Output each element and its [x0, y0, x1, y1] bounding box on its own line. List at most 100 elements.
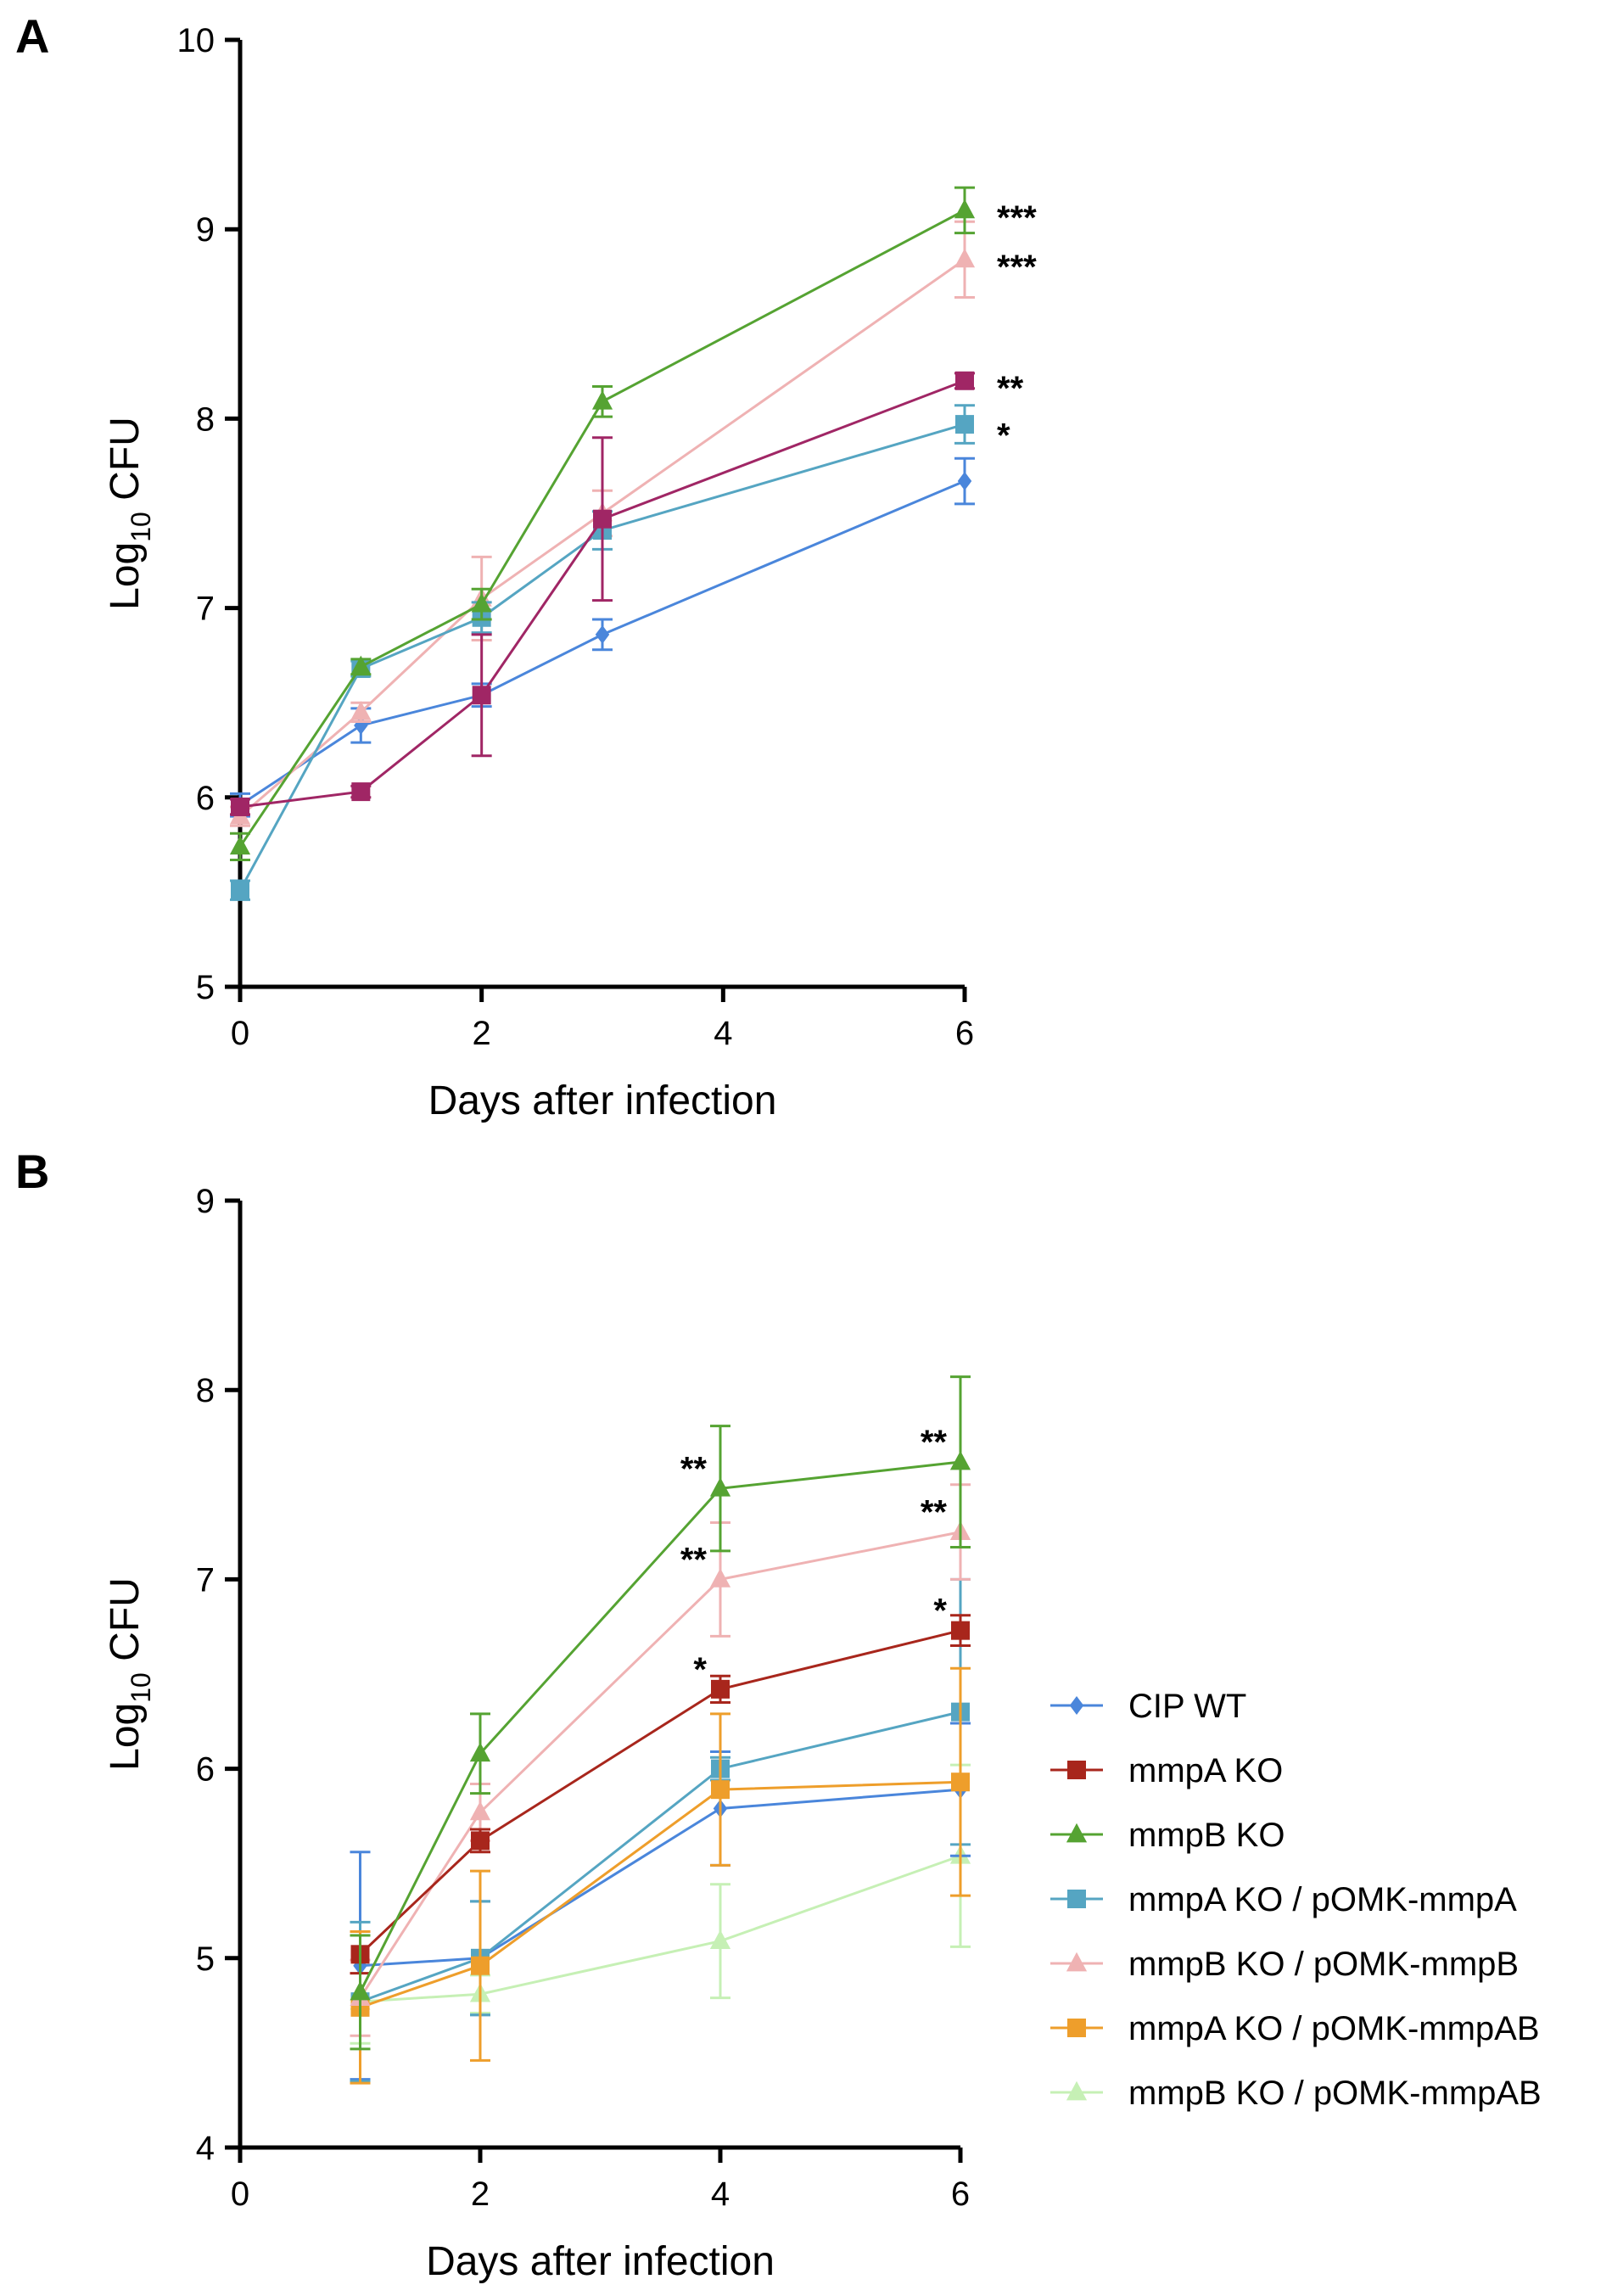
- legend-entry: mmpB KO: [1050, 1817, 1285, 1854]
- series-line: [359, 1531, 961, 1999]
- panel-b: B 4 5 6 7 8 9 0 2 4 6 Days after infection Log10 CF…: [15, 1145, 1542, 2284]
- y-axis-title-main: Log: [103, 542, 148, 610]
- data-point: [591, 390, 613, 410]
- significance-star: **: [680, 1541, 708, 1578]
- y-axis-title-tail: CFU: [103, 417, 148, 512]
- x-tick-label: 2: [471, 2176, 490, 2213]
- y-tick-label: 7: [196, 1561, 215, 1599]
- series-mmpb-ko-pomk-mmpab: [350, 1763, 971, 2045]
- series-line: [359, 1629, 961, 1956]
- legend-entry: mmpA KO / pOMK-mmpAB: [1050, 2010, 1540, 2047]
- y-tick-label: 9: [196, 211, 215, 249]
- data-point: [954, 248, 976, 268]
- legend-label: mmpB KO: [1128, 1817, 1285, 1854]
- y-axis-title: Log10 CFU: [103, 417, 156, 610]
- legend-swatch-marker: [1066, 1823, 1088, 1843]
- data-point: [711, 1780, 730, 1800]
- data-point: [471, 592, 492, 613]
- y-tick-label: 6: [196, 780, 215, 817]
- y-axis-title-tail: CFU: [103, 1577, 148, 1672]
- significance-star: **: [921, 1424, 948, 1461]
- data-point: [593, 509, 612, 529]
- legend-label: mmpA KO: [1128, 1752, 1283, 1789]
- series-mmpb-ko: [229, 186, 976, 861]
- x-axis-title: Days after infection: [428, 1078, 777, 1123]
- significance-star: **: [921, 1494, 948, 1532]
- x-tick-label: 0: [231, 2176, 249, 2213]
- legend-label: CIP WT: [1128, 1688, 1246, 1725]
- x-tick-label: 4: [711, 2176, 730, 2213]
- panel-letter-b: B: [15, 1145, 49, 1198]
- y-tick-label: 9: [196, 1183, 215, 1220]
- data-point: [709, 1568, 731, 1588]
- series-mmpa-ko-pomk-mmpa: [350, 1577, 971, 2083]
- x-tick-label: 0: [231, 1015, 249, 1052]
- y-tick-label: 4: [196, 2130, 215, 2167]
- series-line: [360, 1788, 961, 1968]
- series-line: [359, 1711, 961, 2003]
- y-tick-label: 7: [196, 591, 215, 628]
- data-point: [350, 1980, 371, 2001]
- data-point: [955, 415, 974, 434]
- data-point: [471, 1956, 490, 1975]
- y-tick-label: 6: [196, 1751, 215, 1789]
- y-axis-title-subscript: 10: [126, 512, 156, 542]
- legend-label: mmpB KO / pOMK-mmpAB: [1128, 2075, 1542, 2112]
- significance-star: *: [933, 1593, 947, 1630]
- data-point: [709, 1929, 731, 1950]
- x-axis-title: Days after infection: [426, 2239, 775, 2284]
- data-point: [469, 1742, 491, 1762]
- y-tick-label: 8: [196, 1372, 215, 1409]
- legend: CIP WT mmpA KO mmpB KO mmpA KO / pOMK-mmpA m…: [1050, 1688, 1542, 2112]
- panel-letter-a: A: [15, 9, 49, 63]
- data-point: [229, 835, 251, 855]
- legend-label: mmpA KO / pOMK-mmpAB: [1128, 2010, 1540, 2047]
- x-tick-label: 2: [473, 1015, 491, 1052]
- data-point: [469, 1800, 491, 1821]
- series-line: [359, 1460, 961, 1993]
- series-line: [360, 1780, 961, 2009]
- y-tick-label: 5: [196, 969, 215, 1006]
- legend-entry: mmpA KO / pOMK-mmpA: [1050, 1881, 1517, 1918]
- y-tick-label: 10: [177, 22, 215, 59]
- legend-swatch-marker: [1066, 1952, 1088, 1972]
- legend-swatch-marker: [1067, 2019, 1086, 2037]
- data-point: [471, 1831, 490, 1851]
- series-mmpa-ko: [350, 1614, 971, 1975]
- legend-swatch-marker: [1067, 1761, 1086, 1779]
- data-point: [954, 199, 976, 219]
- data-point: [951, 1772, 970, 1792]
- series-mmpa-ko: [230, 371, 975, 816]
- y-tick-label: 8: [196, 400, 215, 438]
- significance-star: *: [997, 417, 1010, 455]
- data-point: [350, 655, 372, 675]
- y-axis-title-main: Log: [103, 1703, 148, 1771]
- data-point: [949, 1450, 971, 1470]
- data-point: [955, 371, 974, 390]
- series-line: [360, 1854, 961, 2003]
- legend-entry: CIP WT: [1050, 1688, 1246, 1725]
- y-tick-label: 5: [196, 1940, 215, 1978]
- data-point: [472, 686, 491, 705]
- significance-star: ***: [997, 249, 1037, 286]
- data-point: [709, 1477, 731, 1497]
- data-point: [231, 797, 249, 816]
- significance-star: *: [693, 1651, 707, 1688]
- x-tick-label: 6: [951, 2176, 970, 2213]
- data-point: [351, 782, 371, 802]
- legend-entry: mmpA KO: [1050, 1752, 1283, 1789]
- data-point: [951, 1621, 970, 1640]
- legend-label: mmpB KO / pOMK-mmpB: [1128, 1946, 1519, 1983]
- data-point: [711, 1679, 730, 1699]
- legend-entry: mmpB KO / pOMK-mmpB: [1050, 1946, 1519, 1983]
- x-tick-label: 4: [714, 1015, 732, 1052]
- series-mmpb-ko: [350, 1375, 971, 2051]
- legend-entry: mmpB KO / pOMK-mmpAB: [1050, 2075, 1542, 2112]
- y-axis-title-subscript: 10: [126, 1672, 156, 1703]
- series-cip-wt: [350, 1722, 971, 2081]
- data-point: [231, 881, 249, 900]
- data-point: [595, 624, 610, 644]
- legend-swatch-marker: [1067, 1890, 1086, 1908]
